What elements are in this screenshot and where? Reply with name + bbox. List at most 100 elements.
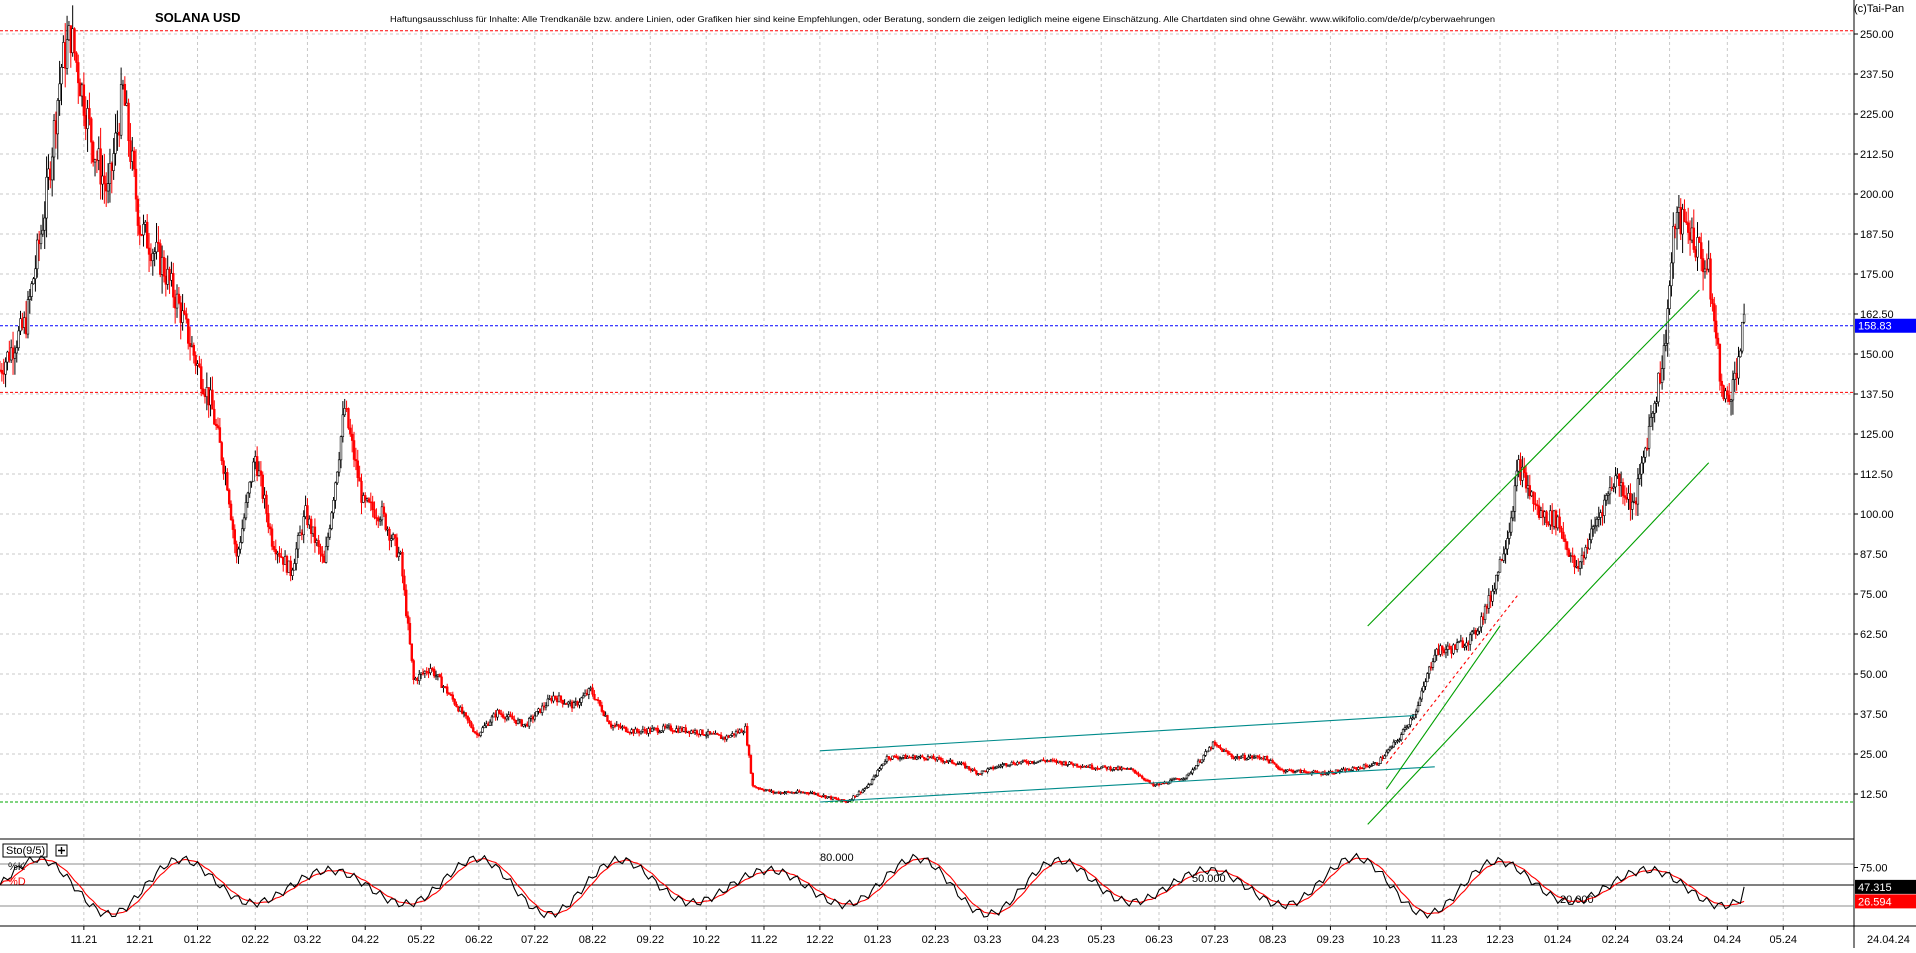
sto-title-box: [2, 843, 48, 858]
candle-body: [1450, 648, 1453, 654]
candle-body: [142, 223, 145, 236]
candle-body: [1603, 499, 1606, 516]
candle-body: [665, 725, 669, 728]
candle-body: [854, 795, 857, 798]
candle-body: [643, 729, 646, 732]
candle-body: [1454, 644, 1457, 650]
candle-body: [1040, 759, 1043, 762]
candle-body: [1139, 775, 1142, 777]
candle-body: [405, 589, 408, 617]
candle-body: [1619, 482, 1623, 486]
candle-body: [391, 534, 395, 540]
candle-body: [1565, 541, 1569, 551]
candle-body: [1090, 764, 1094, 769]
candle-body: [132, 150, 136, 170]
candle-body: [1741, 321, 1744, 352]
candle-body: [192, 344, 195, 356]
candle-body: [282, 556, 285, 565]
candle-body: [684, 727, 687, 733]
candle-body: [1297, 769, 1300, 772]
candle-body: [1077, 765, 1081, 768]
candle-body: [207, 387, 210, 406]
candle-body: [455, 703, 458, 708]
candle-body: [17, 330, 20, 349]
candle-body: [343, 408, 346, 416]
candle-body: [1202, 755, 1205, 761]
candle-body: [596, 699, 600, 702]
candle-body: [1379, 757, 1382, 764]
candle-body: [923, 756, 926, 760]
sto-k-badge: 47.315: [1858, 882, 1892, 894]
candle-body: [1366, 765, 1369, 768]
price-tick-label: 187.50: [1860, 229, 1894, 241]
candle-body: [673, 730, 676, 733]
candle-body: [1590, 528, 1593, 540]
candle-body: [680, 727, 684, 732]
candle-body: [1431, 661, 1435, 668]
candle-body: [747, 744, 751, 756]
candle-body: [1537, 505, 1541, 518]
candle-body: [833, 796, 836, 799]
candle-body: [242, 517, 246, 530]
candle-body: [1047, 760, 1051, 762]
candle-body: [1597, 517, 1600, 520]
candle-body: [667, 725, 671, 728]
candle-body: [872, 775, 876, 780]
candle-body: [971, 768, 974, 771]
candle-body: [1659, 372, 1662, 383]
price-tick-label: 225.00: [1860, 109, 1894, 121]
candle-body: [183, 310, 186, 315]
candle-body: [1409, 718, 1412, 726]
candle-body: [205, 387, 209, 398]
candle-body: [1530, 491, 1533, 497]
candle-body: [645, 730, 648, 734]
candle-body: [1688, 232, 1692, 241]
candle-body: [427, 672, 430, 674]
candle-body: [1196, 760, 1200, 766]
candle-body: [855, 794, 859, 797]
candle-body: [47, 168, 50, 178]
candle-body: [1418, 698, 1422, 706]
candle-body: [1271, 760, 1274, 764]
candle-body: [41, 229, 45, 235]
time-tick-label: 06.22: [465, 934, 493, 946]
candle-body: [1062, 761, 1066, 765]
candle-body: [1368, 765, 1371, 768]
candle-body: [1396, 740, 1399, 742]
candle-body: [1534, 503, 1537, 506]
candle-body: [1364, 764, 1368, 767]
candle-body: [166, 268, 169, 285]
candle-body: [1400, 734, 1403, 741]
trend-line: [1367, 462, 1710, 825]
candle-body: [390, 538, 393, 541]
candle-body: [883, 761, 887, 765]
candle-body: [1329, 771, 1332, 773]
candle-body: [1614, 475, 1617, 488]
candle-body: [595, 698, 598, 701]
candle-body: [1029, 761, 1032, 764]
candle-body: [1044, 760, 1047, 762]
candle-body: [1295, 769, 1299, 773]
candle-body: [1416, 705, 1420, 712]
time-tick-label: 08.22: [579, 934, 607, 946]
candle-body: [1528, 485, 1532, 497]
candle-body: [1176, 778, 1179, 780]
candle-body: [1560, 527, 1563, 533]
candle-body: [1021, 759, 1025, 763]
candle-body: [544, 705, 548, 708]
candle-body: [168, 268, 171, 281]
candle-body: [578, 702, 581, 706]
candle-body: [203, 393, 207, 398]
candle-body: [1713, 303, 1716, 322]
candle-body: [669, 725, 673, 731]
candle-body: [997, 765, 1000, 768]
candle-body: [785, 791, 788, 793]
candle-body: [278, 552, 281, 557]
candle-body: [418, 673, 421, 682]
candle-body: [975, 770, 978, 775]
candle-body: [1386, 749, 1390, 753]
candle-body: [162, 256, 166, 277]
candle-body: [1709, 258, 1712, 300]
